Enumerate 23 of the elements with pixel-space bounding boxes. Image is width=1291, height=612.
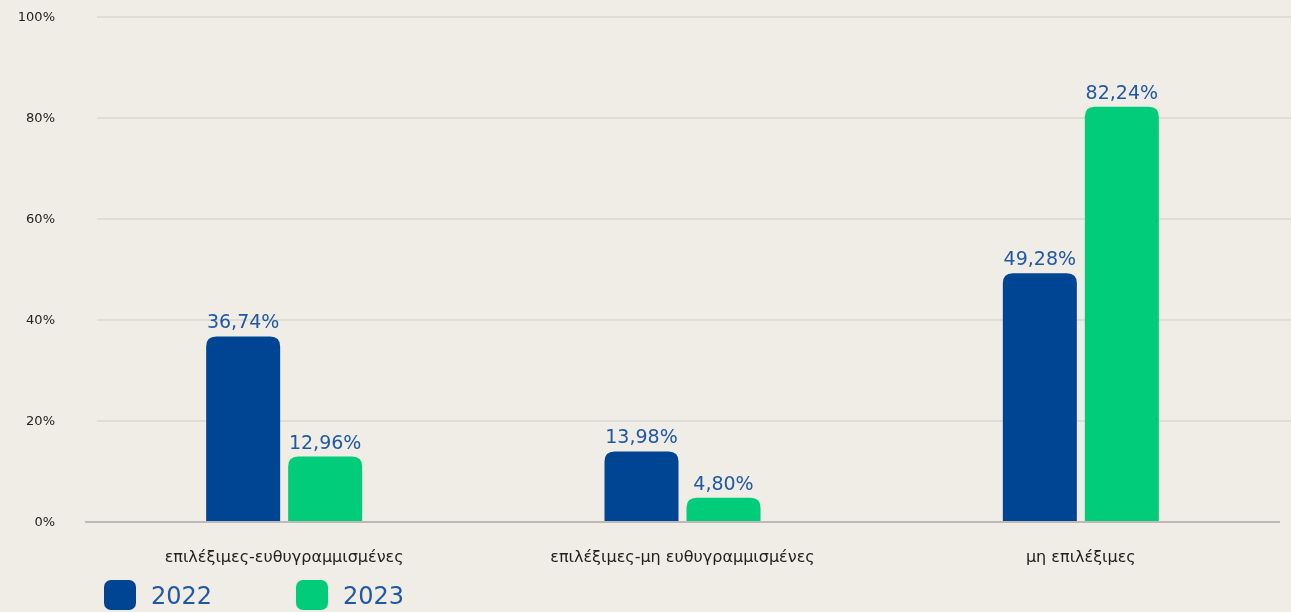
- y-tick-label: 20%: [26, 413, 55, 428]
- legend-label: 2023: [343, 582, 405, 610]
- y-tick-label: 80%: [26, 110, 55, 125]
- bar: [1084, 106, 1159, 522]
- bar: [206, 336, 281, 522]
- bar: [1002, 273, 1077, 522]
- data-label: 36,74%: [206, 310, 280, 333]
- y-tick-label: 40%: [26, 312, 55, 327]
- bar: [288, 456, 363, 522]
- y-tick-label: 60%: [26, 211, 55, 226]
- legend-label: 2022: [151, 582, 213, 610]
- bar: [686, 497, 761, 522]
- x-tick-label: επιλέξιμες-μη ευθυγραμμισμένες: [550, 547, 815, 566]
- x-tick-label: επιλέξιμες-ευθυγραμμισμένες: [164, 547, 404, 566]
- y-tick-label: 0%: [34, 514, 55, 529]
- data-label: 13,98%: [605, 425, 678, 448]
- x-tick-label: μη επιλέξιμες: [1025, 547, 1136, 566]
- data-label: 4,80%: [693, 471, 754, 494]
- data-label: 49,28%: [1003, 247, 1077, 270]
- bar: [604, 451, 679, 522]
- y-tick-label: 100%: [17, 9, 55, 24]
- data-label: 82,24%: [1085, 80, 1159, 103]
- data-label: 12,96%: [288, 430, 362, 453]
